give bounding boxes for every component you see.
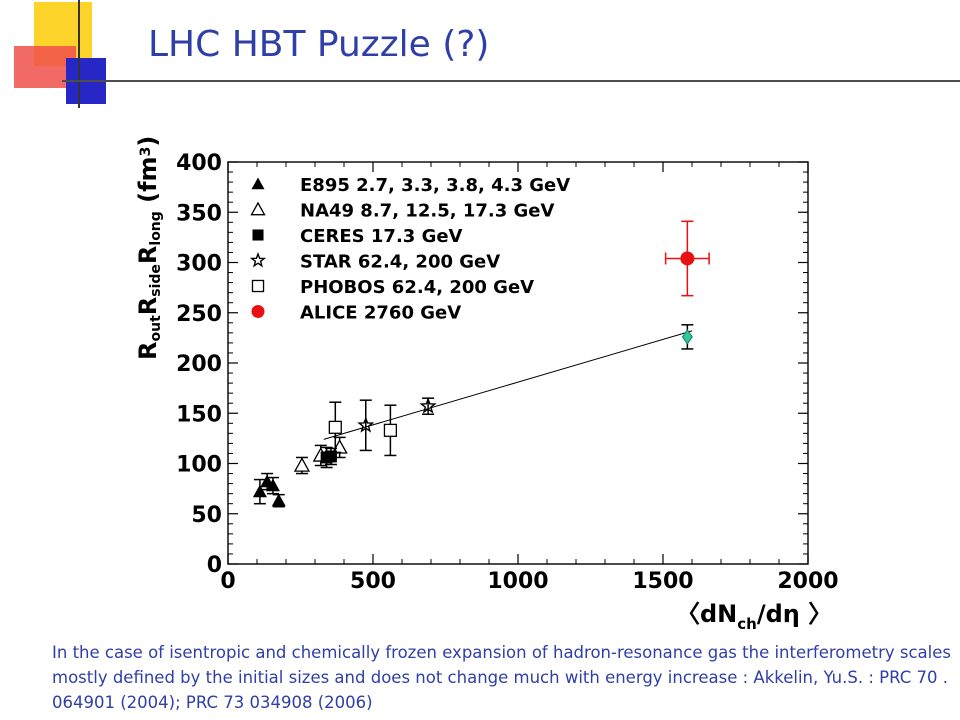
legend-marker <box>251 177 265 190</box>
data-marks <box>252 220 710 508</box>
fit-line <box>323 330 693 440</box>
deco-vertical-line <box>78 0 80 108</box>
slide-title: LHC HBT Puzzle (?) <box>148 24 490 65</box>
y-tick-label: 250 <box>176 302 222 327</box>
y-tick-label: 50 <box>191 503 222 528</box>
legend-label: NA49 8.7, 12.5, 17.3 GeV <box>300 201 554 222</box>
legend: E895 2.7, 3.3, 3.8, 4.3 GeV NA49 8.7, 12.… <box>249 175 570 324</box>
y-tick-label: 400 <box>176 151 222 176</box>
y-tick-label: 300 <box>176 252 222 277</box>
data-point <box>383 423 398 437</box>
y-tick-label: 0 <box>207 553 222 578</box>
y-tick-label: 100 <box>176 453 222 478</box>
plot-border <box>227 161 809 565</box>
axis-labels: RoutRsideRlong (fm3) 〈dNch/dη 〉 <box>134 136 832 633</box>
y-tick-label: 150 <box>176 402 222 427</box>
plot-frame <box>227 161 809 565</box>
chart: 0 500 1000 1500 2000 0 50 100 150 200 250 300 350 400… <box>134 136 839 633</box>
data-point <box>680 251 695 266</box>
legend-label: CERES 17.3 GeV <box>300 226 463 247</box>
data-point <box>271 493 286 507</box>
data-point <box>325 450 337 463</box>
caption-text: In the case of isentropic and chemically… <box>52 643 951 712</box>
axis-ticks: 0 500 1000 1500 2000 0 50 100 150 200 250 300 350 400 <box>176 151 839 594</box>
data-point <box>252 484 267 498</box>
x-tick-label: 0 <box>220 569 235 594</box>
data-point <box>293 457 311 472</box>
data-point <box>265 478 280 492</box>
legend-marker <box>249 251 267 268</box>
data-point <box>419 397 437 414</box>
y-tick-label: 200 <box>176 352 222 377</box>
x-tick-label: 1000 <box>487 569 548 594</box>
legend-marker <box>250 201 266 216</box>
legend-label: ALICE 2760 GeV <box>300 303 461 324</box>
data-point <box>328 420 342 434</box>
title-divider <box>62 80 960 82</box>
x-tick-label: 2000 <box>777 569 838 594</box>
data-point-extra <box>681 328 693 345</box>
legend-label: STAR 62.4, 200 GeV <box>300 252 500 273</box>
legend-label: PHOBOS 62.4, 200 GeV <box>300 277 534 298</box>
legend-marker <box>251 279 265 293</box>
y-axis-label: RoutRsideRlong (fm3) <box>134 136 164 360</box>
legend-marker <box>252 229 264 241</box>
fit-line-group <box>323 330 693 440</box>
legend-label: E895 2.7, 3.3, 3.8, 4.3 GeV <box>300 175 570 196</box>
data-point <box>357 416 375 433</box>
x-tick-label: 1500 <box>632 569 693 594</box>
y-tick-label: 350 <box>176 201 222 226</box>
x-axis-label: 〈dNch/dη 〉 <box>676 600 832 633</box>
legend-marker <box>251 305 265 318</box>
x-tick-label: 500 <box>350 569 396 594</box>
